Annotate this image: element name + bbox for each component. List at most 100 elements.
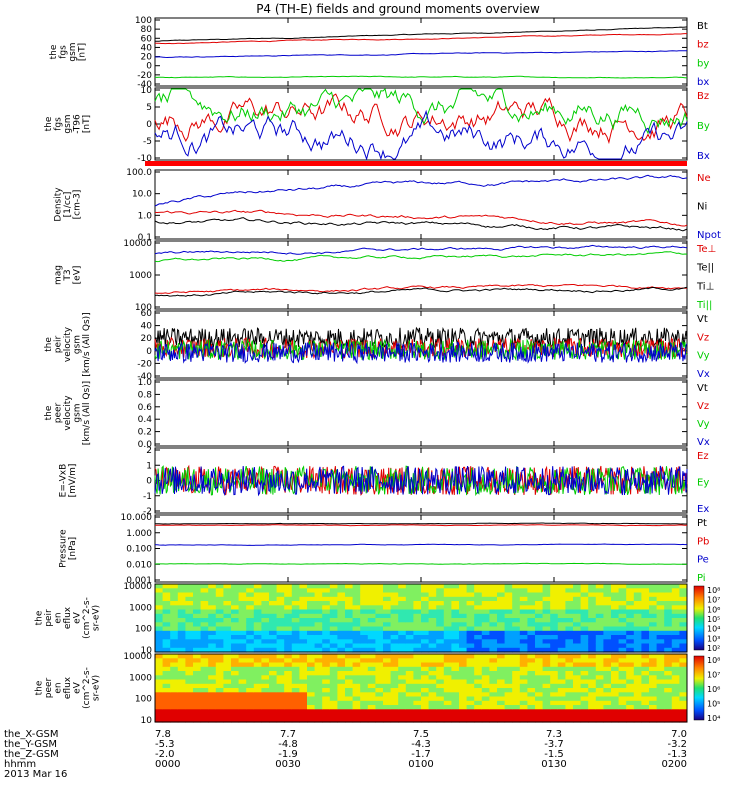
- heatmap-cell: [451, 654, 460, 659]
- y-axis-label: Pressure: [58, 529, 68, 568]
- heatmap-cell: [375, 618, 384, 623]
- heatmap-cell: [443, 618, 452, 623]
- heatmap-cell: [474, 675, 483, 681]
- heatmap-cell: [481, 592, 490, 598]
- heatmap-cell: [329, 601, 338, 606]
- heatmap-cell: [261, 605, 270, 611]
- y-tick-label: 100: [135, 625, 152, 635]
- y-tick-label: 20: [141, 334, 153, 344]
- heatmap-cell: [223, 618, 232, 623]
- heatmap-cell: [170, 671, 179, 676]
- heatmap-cell: [557, 709, 566, 715]
- heatmap-cell: [352, 688, 361, 693]
- heatmap-cell: [329, 596, 338, 602]
- heatmap-cell: [611, 700, 620, 706]
- heatmap-cell: [459, 618, 468, 623]
- heatmap-cell: [664, 658, 673, 664]
- heatmap-cell: [215, 700, 224, 706]
- heatmap-cell: [664, 671, 673, 676]
- heatmap-cell: [329, 626, 338, 632]
- heatmap-cell: [360, 643, 369, 649]
- heatmap-cell: [375, 696, 384, 702]
- heatmap-cell: [352, 635, 361, 640]
- heatmap-cell: [231, 647, 240, 653]
- heatmap-cell: [466, 639, 475, 645]
- heatmap-cell: [314, 622, 323, 628]
- heatmap-cell: [497, 618, 506, 623]
- legend-vy: Vy: [697, 419, 710, 430]
- heatmap-cell: [215, 713, 224, 719]
- heatmap-cell: [641, 717, 650, 723]
- heatmap-cell: [527, 626, 536, 632]
- heatmap-cell: [390, 683, 399, 689]
- heatmap-cell: [413, 643, 422, 649]
- heatmap-cell: [200, 688, 209, 693]
- heatmap-cell: [421, 700, 430, 706]
- heatmap-cell: [345, 613, 354, 619]
- heatmap-cell: [603, 675, 612, 681]
- heatmap-cell: [185, 654, 194, 659]
- heatmap-cell: [413, 705, 422, 710]
- heatmap-cell: [557, 688, 566, 693]
- heatmap-cell: [405, 609, 414, 615]
- heatmap-cell: [246, 613, 255, 619]
- heatmap-cell: [603, 588, 612, 594]
- heatmap-cell: [595, 717, 604, 723]
- y-tick-label: 0.8: [138, 390, 153, 400]
- heatmap-cell: [459, 622, 468, 628]
- heatmap-cell: [284, 658, 293, 664]
- heatmap-cell: [451, 647, 460, 653]
- series-vx: [154, 341, 688, 365]
- heatmap-cell: [177, 639, 186, 645]
- heatmap-cell: [231, 596, 240, 602]
- heatmap-cell: [208, 618, 217, 623]
- heatmap-cell: [557, 601, 566, 606]
- heatmap-cell: [573, 705, 582, 710]
- heatmap-cell: [177, 700, 186, 706]
- heatmap-cell: [459, 626, 468, 632]
- heatmap-cell: [580, 713, 589, 719]
- heatmap-cell: [451, 622, 460, 628]
- heatmap-cell: [557, 643, 566, 649]
- heatmap-cell: [550, 630, 559, 636]
- heatmap-cell: [550, 688, 559, 693]
- heatmap-cell: [519, 709, 528, 715]
- heatmap-cell: [170, 588, 179, 594]
- heatmap-cell: [428, 717, 437, 723]
- heatmap-cell: [177, 592, 186, 598]
- heatmap-cell: [398, 643, 407, 649]
- heatmap-cell: [307, 622, 316, 628]
- heatmap-cell: [664, 584, 673, 589]
- heatmap-cell: [633, 635, 642, 640]
- legend-bx: bx: [697, 77, 709, 88]
- heatmap-cell: [519, 639, 528, 645]
- heatmap-cell: [618, 647, 627, 653]
- heatmap-cell: [649, 639, 658, 645]
- heatmap-cell: [208, 671, 217, 676]
- heatmap-cell: [633, 647, 642, 653]
- heatmap-cell: [649, 630, 658, 636]
- heatmap-cell: [413, 647, 422, 653]
- heatmap-cell: [383, 643, 392, 649]
- legend-vt: Vt: [697, 383, 708, 394]
- heatmap-cell: [633, 588, 642, 594]
- legend-ne: Ne: [697, 173, 711, 184]
- heatmap-cell: [519, 662, 528, 668]
- heatmap-cell: [421, 635, 430, 640]
- heatmap-cell: [633, 683, 642, 689]
- heatmap-cell: [664, 588, 673, 594]
- heatmap-cell: [193, 584, 202, 589]
- heatmap-cell: [162, 618, 171, 623]
- y-tick-label: 1000: [129, 271, 152, 281]
- heatmap-cell: [474, 683, 483, 689]
- colorbar-tick-label: 10⁷: [707, 671, 720, 680]
- heatmap-cell: [474, 717, 483, 723]
- heatmap-cell: [299, 666, 308, 672]
- heatmap-cell: [474, 696, 483, 702]
- heatmap-cell: [512, 671, 521, 676]
- heatmap-cell: [481, 696, 490, 702]
- heatmap-cell: [383, 713, 392, 719]
- heatmap-cell: [618, 688, 627, 693]
- heatmap-cell: [276, 584, 285, 589]
- heatmap-cell: [215, 618, 224, 623]
